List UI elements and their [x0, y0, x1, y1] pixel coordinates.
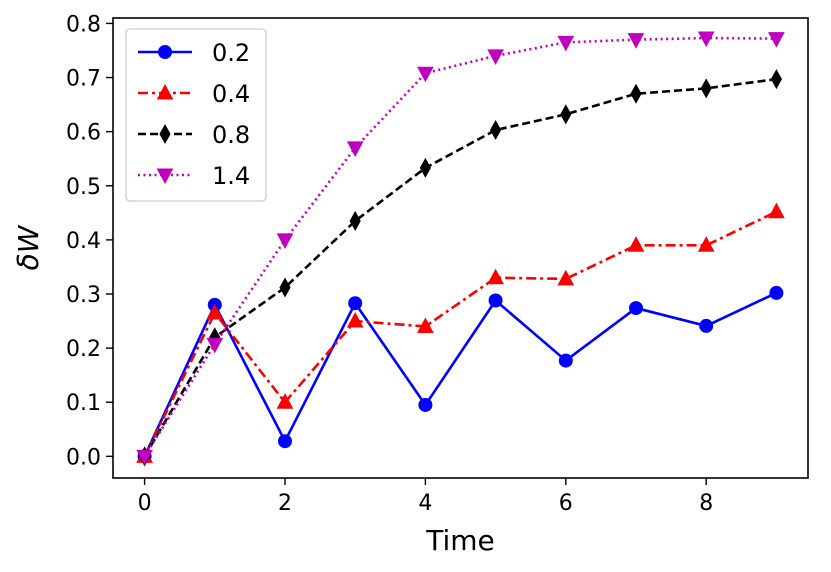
legend-label: 0.4: [212, 80, 250, 108]
x-tick-label: 8: [699, 491, 713, 516]
legend-marker-1.4: [156, 168, 174, 185]
data-point-0.4: [697, 236, 715, 252]
x-tick-label: 4: [418, 491, 432, 516]
data-point-1.4: [346, 141, 364, 157]
legend-marker-0.2: [158, 45, 172, 59]
data-point-0.4: [206, 303, 224, 320]
data-point-0.8: [419, 157, 431, 178]
data-point-0.2: [629, 301, 644, 316]
data-point-0.4: [627, 236, 645, 252]
data-point-0.2: [699, 318, 714, 333]
data-point-0.4: [276, 393, 294, 409]
data-point-0.8: [770, 69, 782, 90]
legend: 0.2 0.4 0.8 1.4: [125, 28, 267, 202]
data-point-1.4: [276, 233, 294, 249]
data-point-0.4: [557, 269, 575, 286]
series-line-0.2: [143, 291, 777, 457]
data-point-1.4: [557, 35, 575, 52]
data-point-0.2: [488, 293, 503, 308]
data-point-0.4: [417, 317, 434, 333]
data-point-1.4: [697, 31, 715, 48]
data-point-1.4: [487, 49, 504, 65]
data-point-1.4: [136, 449, 153, 466]
x-tick-label: 2: [278, 491, 292, 516]
series-line-1.4: [143, 36, 777, 458]
y-tick-label: 0.5: [66, 175, 101, 200]
y-tick-label: 0.8: [66, 12, 101, 37]
data-point-0.2: [558, 353, 573, 368]
data-point-0.8: [630, 83, 642, 104]
data-point-0.4: [346, 312, 364, 328]
x-tick-label: 0: [138, 491, 152, 516]
y-tick-label: 0.1: [66, 391, 101, 416]
x-tick-label: 6: [559, 491, 573, 516]
data-point-1.4: [417, 66, 434, 83]
data-point-0.2: [769, 285, 784, 300]
data-point-0.2: [348, 296, 363, 311]
plot-frame: [112, 17, 809, 479]
series-line-0.4: [143, 210, 777, 457]
data-point-0.8: [560, 104, 572, 125]
y-axis-label: δW: [12, 224, 45, 270]
series-line-0.8: [143, 77, 777, 458]
data-point-0.2: [418, 397, 433, 412]
x-axis-label: Time: [425, 524, 495, 557]
data-point-0.4: [487, 268, 504, 285]
series-lines: [143, 36, 777, 458]
y-axis-ticks: 0.0 0.1 0.2 0.3 0.4 0.5 0.6 0.7 0.8: [66, 12, 113, 470]
data-point-0.2: [277, 434, 292, 449]
y-tick-label: 0.3: [66, 283, 101, 308]
series-markers: [136, 31, 785, 467]
data-point-0.8: [349, 210, 361, 231]
x-axis-ticks: 0 2 4 6 8: [138, 478, 713, 516]
y-tick-label: 0.4: [66, 229, 101, 254]
data-point-1.4: [627, 33, 645, 49]
legend-label: 0.2: [212, 39, 250, 67]
data-point-1.4: [768, 32, 785, 48]
legend-marker-0.8: [159, 123, 171, 145]
data-point-0.8: [700, 78, 712, 99]
y-tick-label: 0.2: [66, 337, 101, 362]
y-tick-label: 0.0: [66, 445, 101, 470]
data-point-0.4: [768, 202, 785, 219]
data-point-1.4: [206, 337, 224, 354]
y-tick-label: 0.7: [66, 67, 101, 92]
data-point-0.8: [490, 119, 502, 141]
legend-label: 0.8: [212, 121, 250, 149]
legend-marker-0.4: [156, 83, 174, 100]
data-point-0.8: [279, 277, 291, 298]
legend-label: 1.4: [212, 162, 250, 190]
y-tick-label: 0.6: [66, 121, 101, 146]
legend-box: [125, 28, 267, 202]
